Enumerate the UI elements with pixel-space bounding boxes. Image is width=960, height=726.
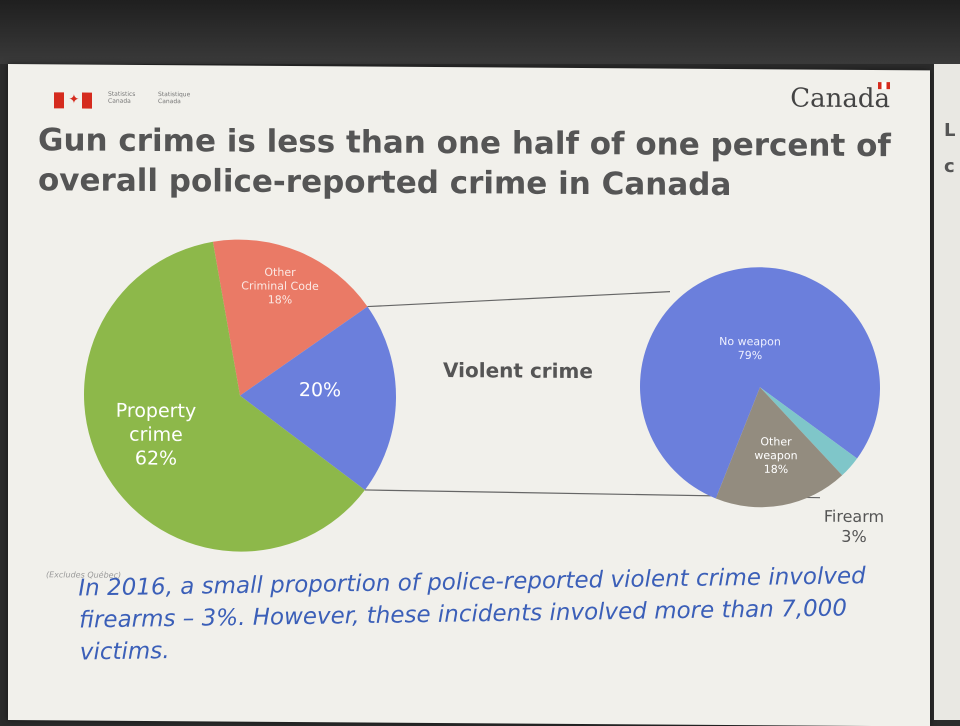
label-property-crime-line: Property [116,400,196,423]
label-other-weapon: Other weapon 18% [754,435,797,476]
next-slide-edge: L c [934,64,960,720]
label-no-weapon-line: 79% [738,349,762,362]
label-property-crime: Property crime 62% [116,400,196,470]
slice-violent-crime [240,306,396,490]
background-wall [0,0,960,64]
pie-labels: Other Criminal Code 18%20%Property crime 62%… [116,266,884,546]
label-other-criminal-code: Other Criminal Code 18% [241,266,319,307]
caption-text: In 2016, a small proportion of police-re… [78,563,867,666]
violent-crime-pie [640,267,880,508]
connector-top-line [367,291,671,308]
slice-no-weapon [640,267,880,499]
label-violent-pct-line: 20% [299,379,341,401]
violent-crime-title: Violent crime [443,358,593,383]
label-other-weapon-line: Other [760,435,792,448]
label-firearm-line: Firearm [824,507,884,526]
label-other-criminal-code-line: Other [264,266,296,279]
slice-firearm [760,387,858,476]
slice-property-crime [84,241,365,552]
label-no-weapon-line: No weapon [719,335,781,348]
label-property-crime-line: crime [129,424,183,446]
label-no-weapon: No weapon 79% [719,335,781,362]
label-property-crime-line: 62% [135,447,177,469]
pie-charts: Other Criminal Code 18%20%Property crime 62%… [84,239,884,552]
label-violent-pct: 20% [299,379,341,401]
label-other-weapon-line: weapon [754,449,797,462]
crime-type-pie [84,239,396,552]
slide: ✦ Statistics Canada Statistique Canada C… [8,64,930,726]
label-other-weapon-line: 18% [764,463,788,476]
slice-other-weapon [715,387,843,508]
slice-other-criminal-code [212,239,368,396]
label-other-criminal-code-line: 18% [268,293,292,306]
label-other-criminal-code-line: Criminal Code [241,279,319,293]
label-firearm: Firearm 3% [824,507,884,546]
label-firearm-line: 3% [841,527,866,546]
